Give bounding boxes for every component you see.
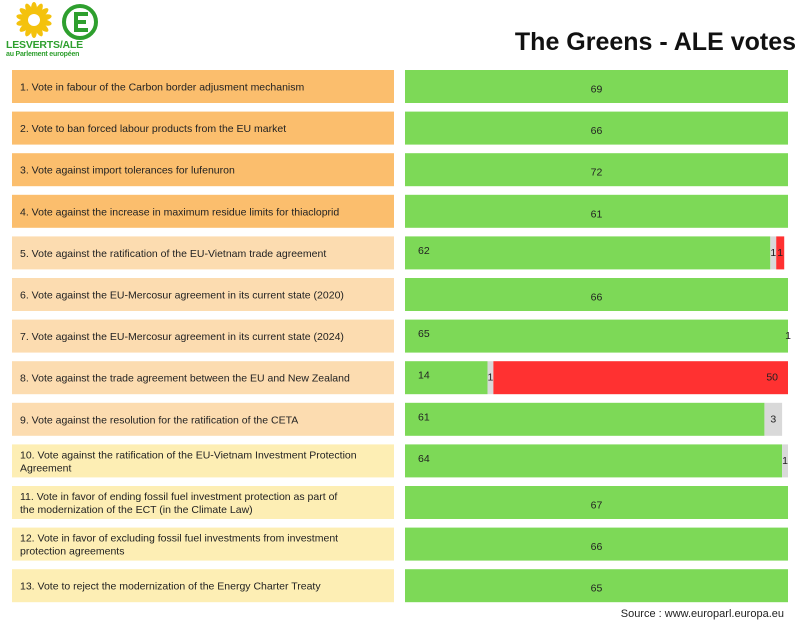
row-label: 7. Vote against the EU-Mercosur agreemen… xyxy=(20,331,344,343)
row-label: 4. Vote against the increase in maximum … xyxy=(20,206,339,218)
bar-value-label: 72 xyxy=(591,167,603,179)
bar-segment xyxy=(776,236,785,270)
sunflower-icon xyxy=(16,2,52,38)
bar-value-label: 3 xyxy=(770,413,776,425)
bar-segment xyxy=(405,444,783,478)
bar-value-label: 65 xyxy=(591,583,603,595)
bar-segment xyxy=(493,361,788,395)
bar-value-label: 50 xyxy=(766,372,778,384)
bar-segment xyxy=(764,402,783,436)
row-label-box xyxy=(12,569,394,603)
row-label-box xyxy=(12,444,394,478)
bar-segment xyxy=(405,278,788,311)
bar-segment xyxy=(405,486,788,519)
logo-line1: LESVERTS/ALE xyxy=(6,39,83,51)
row-label-box xyxy=(12,361,394,395)
bar-value-label: 14 xyxy=(418,370,430,382)
sunflower-center xyxy=(28,14,40,26)
logo-e-glyph xyxy=(74,12,88,32)
bar-value-label: 1 xyxy=(770,247,776,259)
row-label-box xyxy=(12,236,394,270)
bar-value-label: 61 xyxy=(418,411,430,423)
row-label-box xyxy=(12,111,394,145)
logo-line2: au Parlement européen xyxy=(6,51,80,58)
bar-value-label: 65 xyxy=(418,328,430,340)
row-label: 10. Vote against the ratification of the… xyxy=(20,449,357,474)
bar-value-label: 66 xyxy=(591,125,603,137)
row-label-box xyxy=(12,278,394,311)
sunflower-petal xyxy=(25,3,34,17)
bar-segment xyxy=(405,236,771,270)
row-label-box xyxy=(12,319,394,353)
bar-segment xyxy=(405,319,788,353)
bar-segment xyxy=(405,361,488,395)
bar-value-label: 61 xyxy=(591,208,603,220)
row-label: 12. Vote in favor of excluding fossil fu… xyxy=(20,533,338,558)
bar-value-label: 69 xyxy=(591,84,603,96)
sunflower-petal xyxy=(19,8,32,19)
row-label-box xyxy=(12,194,394,228)
bar-value-label: 64 xyxy=(418,453,430,465)
row-label: 9. Vote against the resolution for the r… xyxy=(20,414,298,426)
row-label-box xyxy=(12,527,394,561)
bar-segment xyxy=(405,194,788,228)
bar-value-label: 67 xyxy=(591,500,603,512)
row-label: 3. Vote against import tolerances for lu… xyxy=(20,165,235,177)
bar-value-label: 62 xyxy=(418,245,430,257)
bar-segment xyxy=(405,569,788,603)
bar-segment xyxy=(405,402,765,436)
logo-circle xyxy=(62,4,98,40)
row-label: 8. Vote against the trade agreement betw… xyxy=(20,373,350,385)
bar-value-label: 66 xyxy=(591,541,603,553)
sunflower-petal xyxy=(36,21,49,32)
bar-segment xyxy=(405,111,788,145)
sunflower-petal xyxy=(19,21,32,32)
bar-value-label: 1 xyxy=(488,372,494,384)
bar-segment xyxy=(405,153,788,187)
bar-value-label: 1 xyxy=(782,455,788,467)
bar-segment xyxy=(770,236,777,270)
bar-value-label: 1 xyxy=(785,330,791,342)
row-label: 1. Vote in fabour of the Carbon border a… xyxy=(20,82,305,94)
row-label-box xyxy=(12,486,394,519)
bar-segment xyxy=(405,70,788,103)
row-label: 2. Vote to ban forced labour products fr… xyxy=(20,123,286,135)
logo-text: LESVERTS/ALE au Parlement européen xyxy=(6,40,83,60)
row-label: 13. Vote to reject the modernization of … xyxy=(20,581,321,593)
logo xyxy=(16,2,98,40)
sunflower-petal xyxy=(25,23,34,37)
bar-segment xyxy=(782,444,788,478)
row-label: 5. Vote against the ratification of the … xyxy=(20,248,326,260)
row-label-box xyxy=(12,153,394,187)
bar-segment xyxy=(487,361,494,395)
row-label-box xyxy=(12,70,394,103)
bar-segment xyxy=(405,527,788,561)
row-label-box xyxy=(12,402,394,436)
sunflower-petal xyxy=(36,8,49,19)
bar-value-label: 66 xyxy=(591,292,603,304)
sunflower-petal xyxy=(34,23,43,37)
chart-title: The Greens - ALE votes xyxy=(514,28,796,56)
sunflower-petal xyxy=(34,3,43,17)
bar-value-label: 1 xyxy=(777,247,783,259)
source-note: Source : www.europarl.europa.eu xyxy=(620,608,784,620)
row-label: 6. Vote against the EU-Mercosur agreemen… xyxy=(20,290,344,302)
row-label: 11. Vote in favor of ending fossil fuel … xyxy=(20,491,337,516)
